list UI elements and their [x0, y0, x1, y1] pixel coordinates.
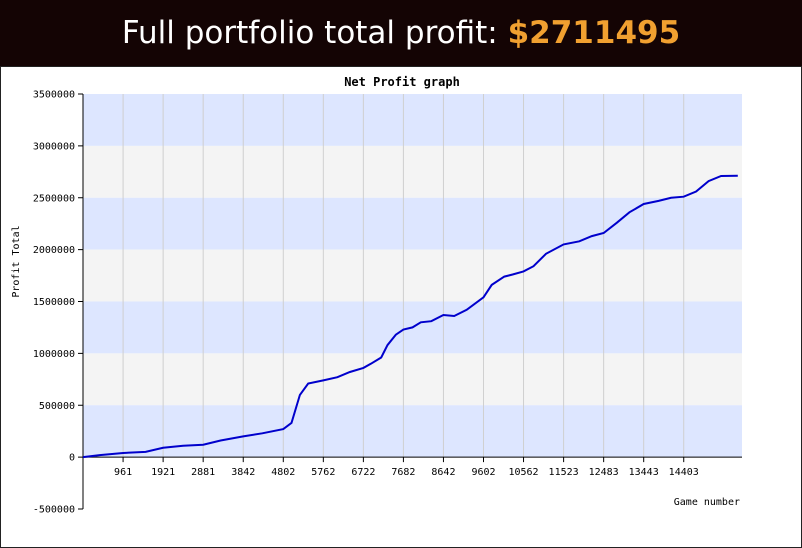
x-tick-label: 6722	[351, 467, 375, 478]
background-band	[83, 353, 742, 406]
y-tick-label: 3000000	[33, 141, 75, 152]
background-band	[83, 405, 742, 458]
net-profit-chart: -500000 0 500000 1000000 1500000 2000000 25000…	[0, 66, 802, 548]
x-tick-label: 2881	[191, 467, 215, 478]
x-tick-label: 5762	[311, 467, 335, 478]
net-profit-chart-svg: -500000 0 500000 1000000 1500000 2000000 25000…	[11, 75, 742, 516]
portfolio-total-amount: $2711495	[507, 15, 681, 51]
x-tick-label: 14403	[669, 467, 699, 478]
x-tick-label: 3842	[231, 467, 255, 478]
x-tick-label: 11523	[549, 467, 579, 478]
chart-title: Net Profit graph	[344, 75, 460, 89]
x-tick-label: 4802	[271, 467, 295, 478]
x-tick-label: 13443	[629, 467, 659, 478]
x-tick-label: 12483	[589, 467, 619, 478]
background-band	[83, 197, 742, 250]
y-tick-label: 2500000	[33, 193, 75, 204]
y-tick-label: 500000	[39, 401, 75, 412]
x-tick-label: 961	[114, 467, 132, 478]
portfolio-total-label: Full portfolio total profit:	[121, 15, 498, 51]
background-band	[83, 94, 742, 146]
x-tick-label: 8642	[431, 467, 455, 478]
y-tick-label: 0	[69, 453, 75, 464]
x-tick-label: 1921	[151, 467, 175, 478]
x-tick-label: 9602	[471, 467, 495, 478]
y-tick-label: 1000000	[33, 349, 75, 360]
y-tick-label: -500000	[33, 505, 75, 516]
x-axis-label: Game number	[674, 497, 740, 508]
y-axis-label: Profit Total	[11, 225, 22, 297]
portfolio-total-text: Full portfolio total profit: $2711495	[122, 15, 680, 51]
y-tick-label: 1500000	[33, 297, 75, 308]
background-band	[83, 249, 742, 302]
y-tick-label: 3500000	[33, 90, 75, 101]
y-tick-label: 2000000	[33, 245, 75, 256]
x-tick-label: 7682	[391, 467, 415, 478]
background-band	[83, 145, 742, 198]
series-line	[82, 174, 738, 459]
portfolio-header: Full portfolio total profit: $2711495	[0, 0, 802, 66]
x-tick-label: 10562	[508, 467, 538, 478]
